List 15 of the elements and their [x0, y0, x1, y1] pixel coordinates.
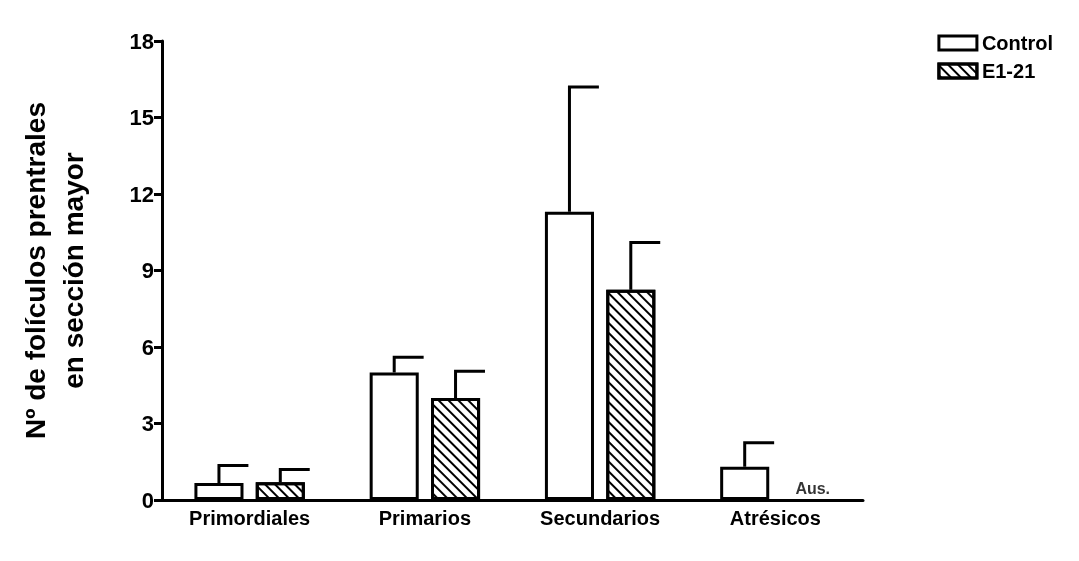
y-tick-label: 15 [129, 105, 154, 130]
y-tick-label: 9 [141, 258, 154, 283]
y-tick-label: 0 [141, 487, 154, 513]
legend-label: E1-21 [981, 60, 1036, 82]
y-tick-label: 12 [129, 181, 154, 207]
x-tick-label: Primordiales [189, 507, 311, 529]
x-tick-label: Secundarios [540, 507, 661, 529]
y-tick-label: 18 [129, 28, 154, 54]
y-tick-label: 6 [141, 334, 154, 360]
y-tick-label: 3 [141, 411, 154, 436]
annotation: Aus. [795, 479, 831, 497]
x-tick-label: Atrésicos [729, 507, 821, 529]
y-axis-title: Nº de folículos prentrales en sección mayor [19, 102, 89, 439]
x-tick-label: Primarios [378, 507, 472, 529]
legend-label: Control [981, 32, 1053, 54]
